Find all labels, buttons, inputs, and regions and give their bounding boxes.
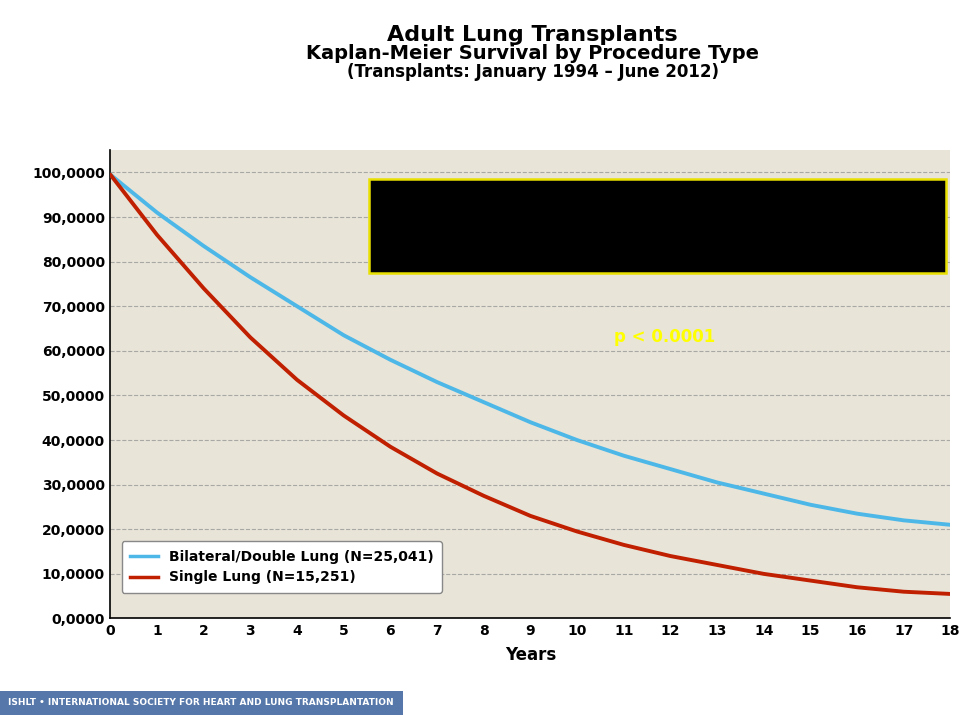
Text: (Transplants: January 1994 – June 2012): (Transplants: January 1994 – June 2012): [347, 63, 719, 81]
Text: ISHLT • INTERNATIONAL SOCIETY FOR HEART AND LUNG TRANSPLANTATION: ISHLT • INTERNATIONAL SOCIETY FOR HEART …: [8, 699, 394, 707]
Text: ISHLT: ISHLT: [16, 649, 136, 687]
Text: Kaplan-Meier Survival by Procedure Type: Kaplan-Meier Survival by Procedure Type: [306, 44, 759, 64]
Bar: [0, 691, 403, 715]
Text: p < 0.0001: p < 0.0001: [614, 328, 715, 347]
Legend: Bilateral/Double Lung (N=25,041), Single Lung (N=15,251): Bilateral/Double Lung (N=25,041), Single…: [122, 541, 442, 593]
Text: Adult Lung Transplants: Adult Lung Transplants: [388, 25, 678, 45]
X-axis label: Years: Years: [505, 646, 556, 664]
Bar: [370, 179, 946, 273]
